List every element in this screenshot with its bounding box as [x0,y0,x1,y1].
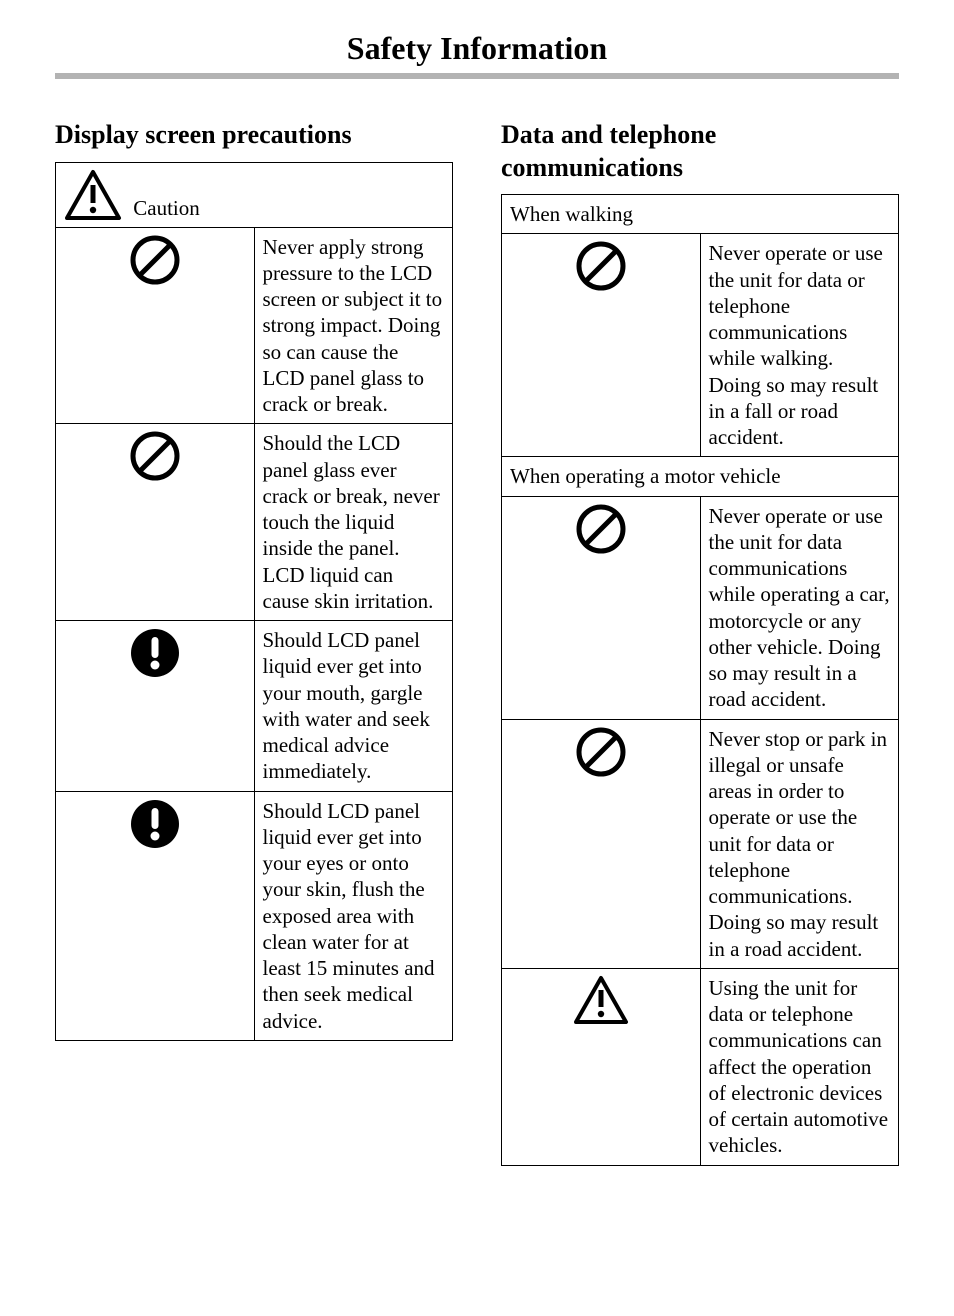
warning-icon [502,968,701,1165]
table-row: Should LCD panel liquid ever get into yo… [56,791,453,1040]
subheading-row: When walking [502,195,899,234]
prohibit-icon [502,719,701,968]
row-text: Using the unit for data or telephone com… [700,968,899,1165]
left-table: Caution Never apply strong pressure to t… [55,162,453,1041]
warning-icon [64,169,122,221]
table-row: Never apply strong pressure to the LCD s… [56,227,453,424]
subheading-row: When operating a motor vehicle [502,457,899,496]
row-text: Never apply strong pressure to the LCD s… [254,227,453,424]
table-row: Should LCD panel liquid ever get into yo… [56,621,453,792]
subheading-text: When walking [502,195,899,234]
prohibit-icon [56,227,255,424]
mandatory-icon [56,791,255,1040]
left-column: Display screen precautions Caution [55,119,453,1166]
table-row: Never operate or use the unit for data o… [502,234,899,457]
row-text: Never operate or use the unit for data o… [700,234,899,457]
row-text: Should LCD panel liquid ever get into yo… [254,621,453,792]
right-heading: Data and telephone communications [501,119,899,184]
right-column: Data and telephone communications When w… [501,119,899,1166]
title-rule [55,73,899,79]
prohibit-icon [502,496,701,719]
table-row: Never operate or use the unit for data c… [502,496,899,719]
prohibit-icon [502,234,701,457]
table-row: Using the unit for data or telephone com… [502,968,899,1165]
row-text: Never stop or park in illegal or unsafe … [700,719,899,968]
caution-header-cell: Caution [56,162,453,227]
right-table: When walking Never operate or use the un… [501,194,899,1166]
left-heading: Display screen precautions [55,119,453,152]
subheading-text: When operating a motor vehicle [502,457,899,496]
page-title: Safety Information [347,30,607,67]
row-text: Should LCD panel liquid ever get into yo… [254,791,453,1040]
row-text: Never operate or use the unit for data c… [700,496,899,719]
prohibit-icon [56,424,255,621]
table-row: Should the LCD panel glass ever crack or… [56,424,453,621]
mandatory-icon [56,621,255,792]
table-row: Never stop or park in illegal or unsafe … [502,719,899,968]
row-text: Should the LCD panel glass ever crack or… [254,424,453,621]
caution-label: Caution [133,195,200,219]
